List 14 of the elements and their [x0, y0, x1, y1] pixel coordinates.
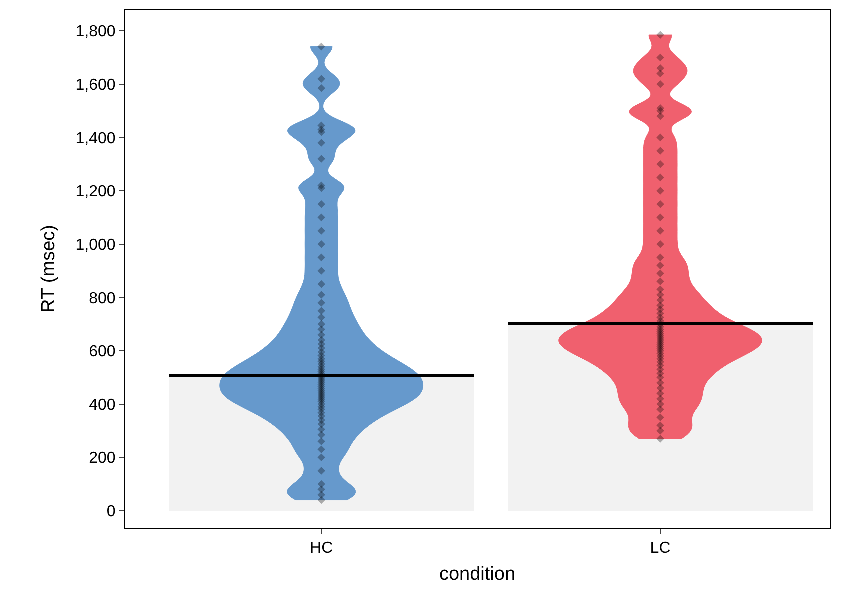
- y-tick-label: 1,000: [76, 236, 116, 254]
- y-tick-label: 1,800: [76, 24, 116, 41]
- x-tick-label: LC: [650, 540, 671, 558]
- y-tick-label: 1,200: [76, 184, 116, 201]
- y-tick-label: 200: [89, 450, 116, 468]
- y-tick-label: 1,400: [76, 130, 116, 148]
- y-tick-label: 600: [89, 344, 116, 361]
- y-tick-label: 1,600: [76, 76, 116, 94]
- y-tick-label: 400: [89, 396, 116, 414]
- x-axis-title: condition: [439, 564, 516, 585]
- y-tick-label: 800: [89, 290, 116, 308]
- y-axis-title: RT (msec): [38, 225, 60, 313]
- y-tick-label: 0: [106, 504, 116, 521]
- x-tick-label: HC: [310, 540, 334, 558]
